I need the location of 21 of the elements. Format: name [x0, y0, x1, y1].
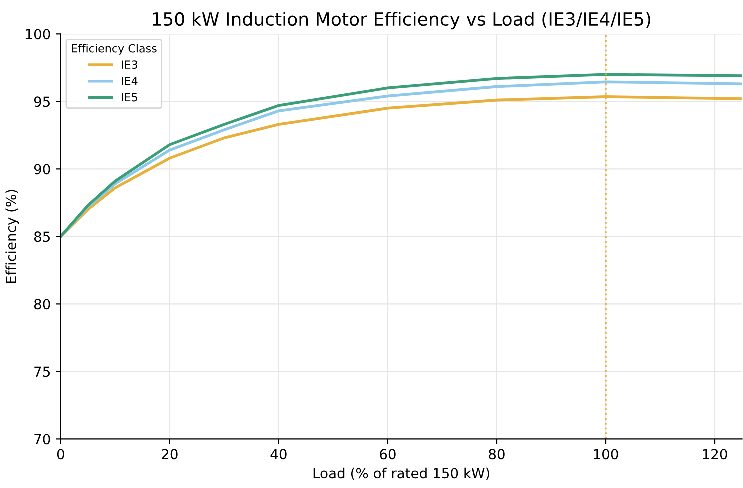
y-axis-title: Efficiency (%)	[6, 190, 20, 284]
legend-label: IE3	[122, 60, 138, 70]
x-tick-label: 80	[489, 449, 505, 460]
legend-label: IE4	[122, 77, 138, 86]
x-tick-label: 0	[57, 449, 64, 460]
x-tick-label: 120	[703, 449, 728, 460]
x-tick-label: 20	[162, 449, 178, 460]
legend-label: IE5	[122, 93, 138, 102]
legend-title: Efficiency Class	[72, 44, 157, 55]
y-tick-label: 85	[34, 232, 50, 242]
y-tick-label: 80	[34, 299, 50, 310]
y-tick-label: 100	[26, 29, 50, 40]
y-tick-label: 70	[34, 434, 50, 445]
chart-title: 150 kW Induction Motor Efficiency vs Load (IE3/IE4/IE5)	[153, 12, 650, 30]
y-tick-label: 75	[34, 366, 50, 378]
x-tick-label: 40	[270, 449, 287, 460]
x-axis-title: Load (% of rated 150 kW)	[314, 468, 490, 480]
y-tick-label: 90	[34, 164, 50, 175]
x-tick-label: 60	[380, 449, 396, 460]
x-tick-label: 100	[594, 449, 618, 460]
y-tick-label: 95	[34, 96, 50, 108]
